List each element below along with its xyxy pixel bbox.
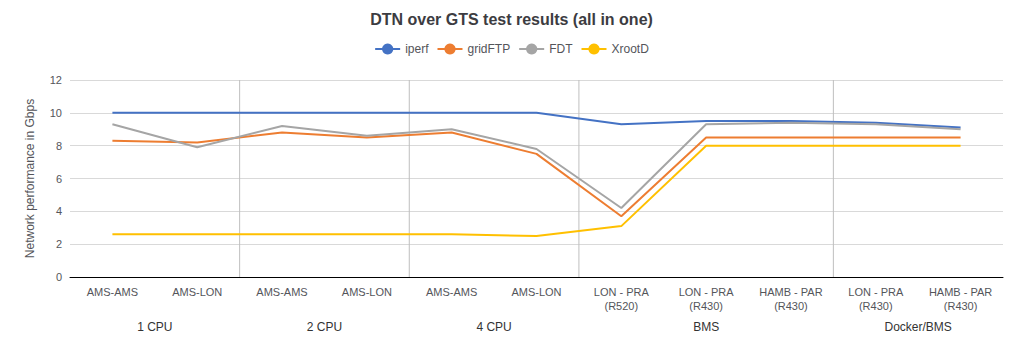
- svg-text:0: 0: [56, 271, 62, 283]
- svg-text:4: 4: [56, 205, 62, 217]
- svg-text:8: 8: [56, 140, 62, 152]
- svg-text:(R520): (R520): [605, 300, 639, 312]
- svg-text:6: 6: [56, 173, 62, 185]
- svg-text:LON - PRA: LON - PRA: [594, 286, 650, 298]
- svg-text:FDT: FDT: [549, 42, 573, 56]
- svg-text:4 CPU: 4 CPU: [476, 320, 511, 334]
- svg-text:AMS-LON: AMS-LON: [511, 286, 561, 298]
- svg-text:iperf: iperf: [405, 42, 429, 56]
- svg-text:Network performance in Gbps: Network performance in Gbps: [23, 99, 37, 258]
- svg-text:(R430): (R430): [774, 300, 808, 312]
- svg-text:1 CPU: 1 CPU: [137, 320, 172, 334]
- svg-text:gridFTP: gridFTP: [467, 42, 510, 56]
- svg-text:10: 10: [50, 107, 62, 119]
- svg-text:AMS-LON: AMS-LON: [172, 286, 222, 298]
- svg-text:2 CPU: 2 CPU: [307, 320, 342, 334]
- svg-text:AMS-AMS: AMS-AMS: [256, 286, 307, 298]
- svg-text:(R430): (R430): [944, 300, 978, 312]
- svg-text:(R430): (R430): [689, 300, 723, 312]
- svg-text:Docker/BMS: Docker/BMS: [885, 320, 952, 334]
- svg-text:2: 2: [56, 238, 62, 250]
- svg-text:LON - PRA: LON - PRA: [848, 286, 904, 298]
- svg-text:AMS-LON: AMS-LON: [342, 286, 392, 298]
- svg-text:BMS: BMS: [693, 320, 719, 334]
- svg-text:HAMB - PAR: HAMB - PAR: [929, 286, 992, 298]
- svg-text:AMS-AMS: AMS-AMS: [87, 286, 138, 298]
- svg-text:DTN over GTS test results (all: DTN over GTS test results (all in one): [370, 11, 653, 28]
- svg-text:12: 12: [50, 74, 62, 86]
- svg-text:(R430): (R430): [859, 300, 893, 312]
- svg-text:LON - PRA: LON - PRA: [679, 286, 735, 298]
- svg-text:HAMB - PAR: HAMB - PAR: [759, 286, 822, 298]
- svg-text:XrootD: XrootD: [611, 42, 649, 56]
- svg-text:AMS-AMS: AMS-AMS: [426, 286, 477, 298]
